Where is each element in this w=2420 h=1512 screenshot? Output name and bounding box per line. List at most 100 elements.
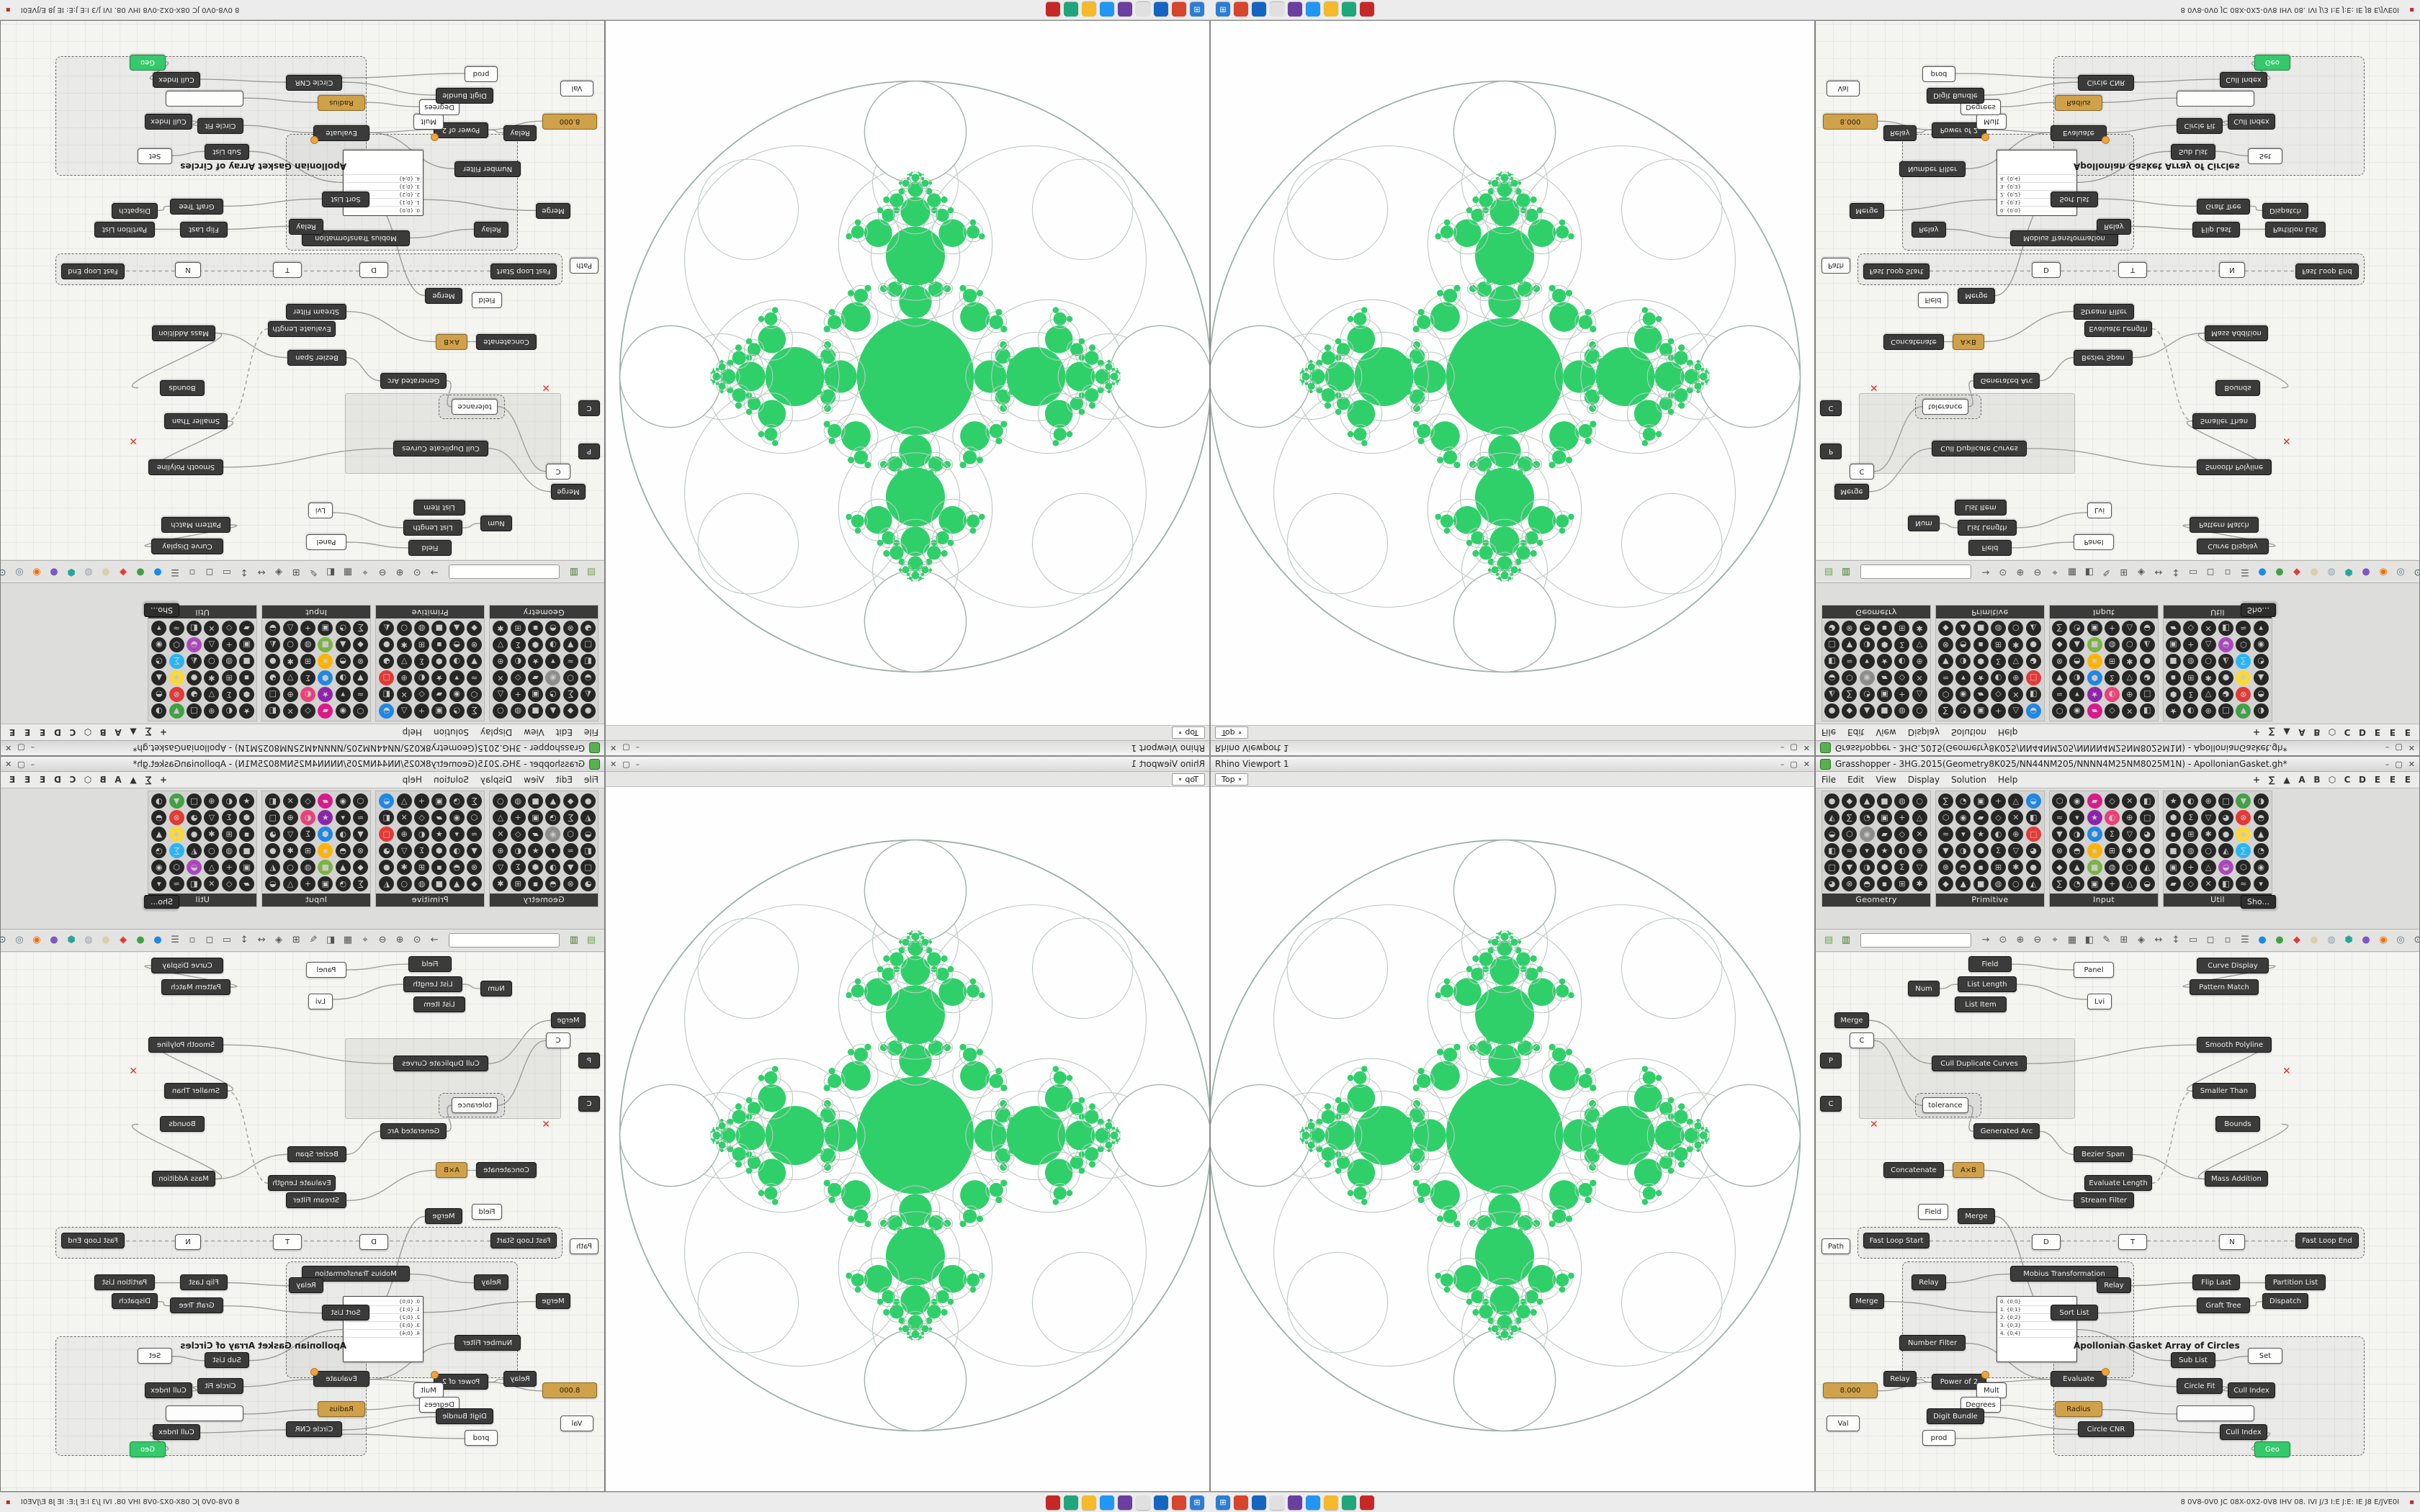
gh-node[interactable]: Partition List [2265,222,2326,238]
component-icon[interactable]: ✕ [1912,670,1927,685]
viewport-tab-top[interactable]: Top ▾ [1172,726,1205,739]
component-icon[interactable]: ▪ [1877,621,1892,636]
component-icon[interactable]: ◑ [335,670,351,685]
component-icon[interactable]: ∑ [563,810,578,825]
gh-node[interactable]: Pattern Match [161,979,230,995]
toolbar-icon[interactable]: ⊕ [395,567,404,577]
component-icon[interactable]: ■ [318,860,333,875]
component-icon[interactable]: Σ [1991,843,2006,858]
toolbar-icon[interactable]: ⊖ [378,935,387,945]
gh-node[interactable]: Field [408,956,452,972]
app-4[interactable] [1288,1495,1302,1510]
component-icon[interactable]: ▪ [1973,637,1989,652]
gh-node[interactable]: Path [1821,1238,1850,1254]
category-tab-icon[interactable]: ⬡ [84,775,92,785]
category-tab-icon[interactable]: A [115,727,122,737]
gh-node[interactable]: Merge [425,288,462,304]
display-toggle-icon[interactable]: ⊙ [2411,564,2420,579]
component-icon[interactable]: ▾ [2253,621,2269,636]
component-icon[interactable]: ✱ [2122,843,2138,858]
gh-node[interactable]: Fast Loop Start [490,1233,557,1248]
component-icon[interactable]: ◧ [581,654,596,669]
gh-node[interactable]: Geo [130,1441,166,1457]
component-icon[interactable]: ◓ [1955,860,1971,875]
component-icon[interactable]: ▼ [563,860,578,875]
component-icon[interactable]: ✱ [493,621,508,636]
component-icon[interactable]: ⬡ [2052,793,2067,809]
component-icon[interactable]: + [300,876,315,891]
category-tab-icon[interactable]: B [2313,775,2321,785]
toolbar-icon[interactable]: ↔ [2154,935,2163,945]
grasshopper-titlebar[interactable]: Grasshopper - 3HG.2015(Geometry8K025/NN4… [1,740,604,755]
component-icon[interactable]: ▰ [1973,687,1989,702]
component-icon[interactable]: ◑ [1955,843,1971,858]
component-icon[interactable]: ◆ [1938,621,1953,636]
file-icon[interactable]: ▤ [586,935,596,945]
app-3[interactable] [1136,1495,1150,1510]
gh-node[interactable]: Radius [318,1401,365,1417]
gh-node[interactable]: T [273,1234,302,1250]
category-tab-icon[interactable]: A [115,775,122,785]
gh-node[interactable]: Bounds [160,1116,205,1132]
component-icon[interactable]: ○ [396,621,412,636]
grasshopper-titlebar[interactable]: Grasshopper - 3HG.2015(Geometry8K025/NN4… [1816,757,2419,772]
component-icon[interactable]: ◐ [510,843,526,858]
component-icon[interactable]: ◉ [151,860,167,875]
category-tab-icon[interactable]: E [9,727,16,737]
gh-node[interactable]: Cull Duplicate Curves [393,1056,488,1071]
component-icon[interactable]: + [2183,637,2199,652]
component-icon[interactable]: ⊗ [2052,654,2067,669]
component-icon[interactable]: ⬢ [528,860,543,875]
gh-node[interactable]: tolerance [452,399,498,415]
component-icon[interactable]: ▰ [2087,793,2102,809]
component-icon[interactable]: ⬡ [563,827,578,842]
component-icon[interactable]: ◧ [379,687,395,702]
display-toggle-icon[interactable]: ◉ [32,935,41,945]
maximize-button[interactable]: ▢ [17,759,25,769]
toolbar-icon[interactable]: ⊞ [2120,935,2128,945]
ribbon-group-label[interactable]: Geometry [1822,894,1930,906]
grasshopper-titlebar[interactable]: Grasshopper - 3HG.2015(Geometry8K025/NN4… [1816,740,2419,755]
component-icon[interactable]: ∑ [1842,810,1857,825]
toolbar-icon[interactable]: ✎ [2102,935,2111,945]
component-icon[interactable]: ◓ [335,843,351,858]
gh-node[interactable]: Cull Index [153,1424,200,1440]
component-icon[interactable]: ◓ [545,621,561,636]
component-icon[interactable]: ▽ [396,654,412,669]
component-icon[interactable]: Σ [510,637,526,652]
category-tab-icon[interactable]: A [2298,775,2305,785]
component-icon[interactable]: ◆ [2052,637,2067,652]
component-icon[interactable]: ▾ [335,810,351,825]
gh-node[interactable]: D [2032,262,2061,278]
component-icon[interactable]: ◍ [221,654,237,669]
component-icon[interactable]: ◭ [2218,654,2233,669]
toolbar-icon[interactable]: ⊙ [413,567,421,577]
component-icon[interactable]: ✱ [204,827,220,842]
component-icon[interactable]: ▣ [431,703,447,719]
gh-node[interactable]: Pattern Match [161,517,230,533]
taskbar-corner-icon[interactable]: ▪ [2409,6,2414,14]
component-icon[interactable]: ◆ [1842,793,1857,809]
component-icon[interactable]: ● [1824,793,1839,809]
component-icon[interactable]: ◧ [2139,703,2155,719]
component-icon[interactable]: ◉ [1859,827,1875,842]
component-icon[interactable]: + [510,687,526,702]
component-icon[interactable]: ≈ [2236,876,2251,891]
gh-node[interactable]: Mass Addition [152,1171,215,1187]
gh-node[interactable]: Pattern Match [2190,979,2259,995]
gh-node[interactable]: Merge [536,1293,570,1309]
app-2[interactable] [1252,2,1266,17]
component-icon[interactable]: ◓ [1955,637,1971,652]
component-icon[interactable]: ∑ [2052,876,2067,891]
component-icon[interactable]: ● [2139,843,2155,858]
component-icon[interactable]: ◓ [449,637,465,652]
close-button[interactable]: ✕ [5,759,12,769]
display-toggle-icon[interactable]: ● [102,935,110,945]
gh-node[interactable]: Num [480,516,512,531]
component-icon[interactable]: ★ [239,793,254,809]
component-icon[interactable]: ▼ [2236,703,2251,719]
component-icon[interactable]: ▲ [2253,670,2269,685]
component-icon[interactable]: ◐ [414,827,429,842]
component-icon[interactable]: ◕ [2025,843,2041,858]
component-icon[interactable]: ◑ [2069,670,2085,685]
